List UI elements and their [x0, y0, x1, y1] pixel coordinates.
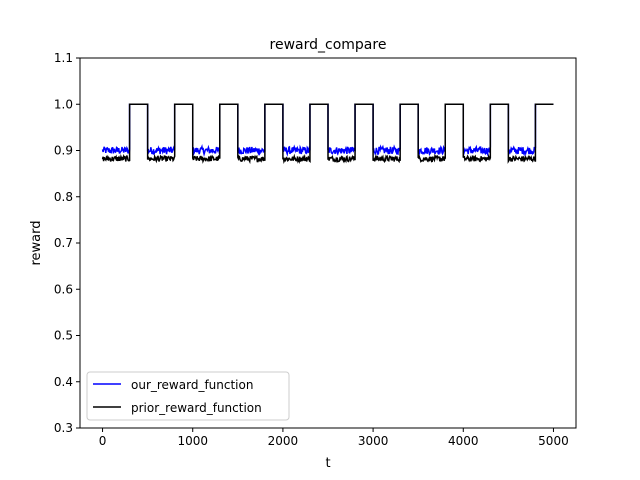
y-tick-label: 0.3 — [54, 421, 73, 435]
y-tick-label: 0.9 — [54, 144, 73, 158]
y-tick-label: 0.5 — [54, 329, 73, 343]
legend: our_reward_function prior_reward_functio… — [86, 371, 290, 421]
y-axis: 0.3 0.4 0.5 0.6 0.7 0.8 0.9 1.0 1.1 — [54, 51, 80, 435]
chart-title: reward_compare — [270, 37, 387, 53]
y-tick-label: 1.1 — [54, 51, 73, 65]
legend-label-prior-reward-function: prior_reward_function — [131, 401, 262, 415]
y-tick-label: 0.4 — [54, 375, 73, 389]
x-tick-label: 4000 — [448, 434, 479, 448]
series-layer — [101, 103, 554, 165]
y-tick-label: 1.0 — [54, 97, 73, 111]
y-tick-label: 0.8 — [54, 190, 73, 204]
legend-box — [86, 371, 290, 421]
x-tick-label: 2000 — [268, 434, 299, 448]
x-tick-label: 5000 — [538, 434, 569, 448]
y-tick-label: 0.6 — [54, 282, 73, 296]
series-line-prior-reward-function — [101, 103, 554, 165]
legend-label-our-reward-function: our_reward_function — [131, 378, 253, 392]
y-tick-label: 0.7 — [54, 236, 73, 250]
x-axis-label: t — [325, 456, 330, 471]
x-axis: 0 1000 2000 3000 4000 5000 — [99, 428, 569, 448]
x-tick-label: 3000 — [358, 434, 389, 448]
x-tick-label: 1000 — [177, 434, 208, 448]
x-tick-label: 0 — [99, 434, 107, 448]
y-axis-label: reward — [29, 220, 44, 265]
